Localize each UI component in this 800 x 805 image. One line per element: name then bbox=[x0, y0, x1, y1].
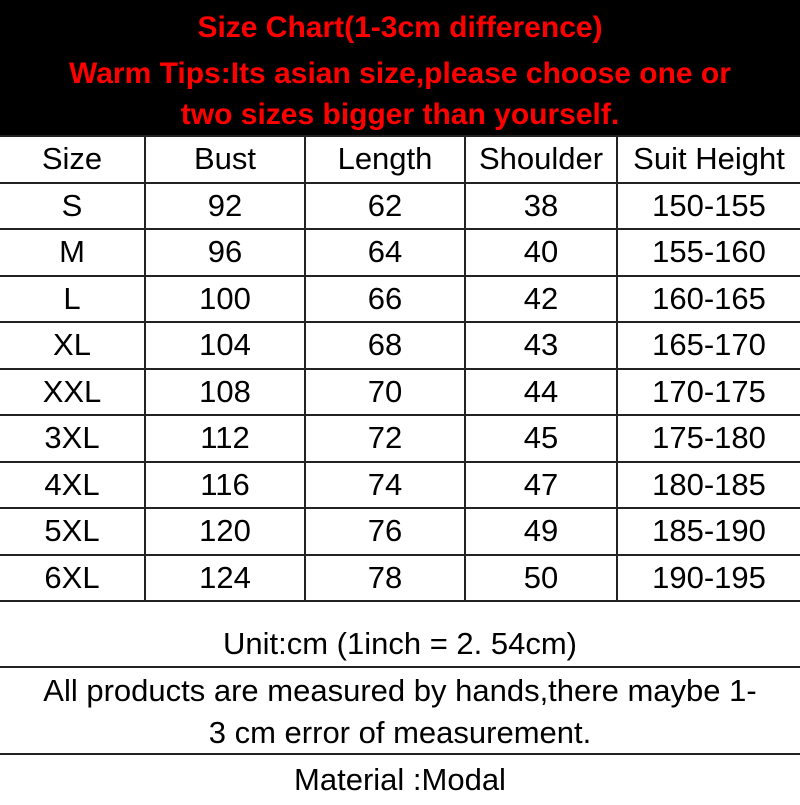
table-cell: L bbox=[0, 274, 146, 323]
table-cell: 170-175 bbox=[616, 367, 800, 416]
size-table: Size Bust Length Shoulder Suit Height S 92 62 3… bbox=[0, 135, 800, 602]
table-row: 5XL 120 76 49 185-190 bbox=[0, 507, 800, 556]
table-header-row: Size Bust Length Shoulder Suit Height bbox=[0, 135, 800, 184]
table-cell: 100 bbox=[144, 274, 306, 323]
table-cell: 96 bbox=[144, 228, 306, 277]
table-cell: 120 bbox=[144, 507, 306, 556]
table-cell: 44 bbox=[464, 367, 618, 416]
table-cell: 74 bbox=[304, 460, 466, 509]
table-cell: 72 bbox=[304, 414, 466, 463]
table-cell: 112 bbox=[144, 414, 306, 463]
table-cell: 45 bbox=[464, 414, 618, 463]
table-row: L 100 66 42 160-165 bbox=[0, 274, 800, 323]
table-row: XXL 108 70 44 170-175 bbox=[0, 367, 800, 416]
table-cell: 165-170 bbox=[616, 321, 800, 370]
table-cell: 70 bbox=[304, 367, 466, 416]
column-header-size: Size bbox=[0, 135, 146, 184]
warm-tips-line-1: Warm Tips:Its asian size,please choose o… bbox=[69, 57, 731, 90]
table-cell: 150-155 bbox=[616, 181, 800, 230]
table-cell: 43 bbox=[464, 321, 618, 370]
table-cell: 124 bbox=[144, 553, 306, 602]
table-cell: 3XL bbox=[0, 414, 146, 463]
table-cell: 108 bbox=[144, 367, 306, 416]
table-cell: 175-180 bbox=[616, 414, 800, 463]
table-cell: 38 bbox=[464, 181, 618, 230]
table-cell: 180-185 bbox=[616, 460, 800, 509]
chart-title: Size Chart(1-3cm difference) bbox=[197, 11, 603, 44]
table-cell: S bbox=[0, 181, 146, 230]
column-header-length: Length bbox=[304, 135, 466, 184]
table-cell: 40 bbox=[464, 228, 618, 277]
table-cell: 4XL bbox=[0, 460, 146, 509]
table-cell: 190-195 bbox=[616, 553, 800, 602]
table-cell: 62 bbox=[304, 181, 466, 230]
table-cell: XL bbox=[0, 321, 146, 370]
table-cell: 92 bbox=[144, 181, 306, 230]
measurement-note-line-1: All products are measured by hands,there… bbox=[43, 673, 757, 708]
table-cell: 64 bbox=[304, 228, 466, 277]
table-cell: 160-165 bbox=[616, 274, 800, 323]
table-row: 6XL 124 78 50 190-195 bbox=[0, 553, 800, 602]
warm-tips-line-2: two sizes bigger than yourself. bbox=[180, 98, 620, 131]
column-header-bust: Bust bbox=[144, 135, 306, 184]
table-cell: 78 bbox=[304, 553, 466, 602]
table-cell: 185-190 bbox=[616, 507, 800, 556]
table-row: 3XL 112 72 45 175-180 bbox=[0, 414, 800, 463]
column-header-shoulder: Shoulder bbox=[464, 135, 618, 184]
table-row: XL 104 68 43 165-170 bbox=[0, 321, 800, 370]
unit-note: Unit:cm (1inch = 2. 54cm) bbox=[0, 620, 800, 668]
table-cell: 50 bbox=[464, 553, 618, 602]
table-cell: 42 bbox=[464, 274, 618, 323]
measurement-note-line-2: 3 cm error of measurement. bbox=[208, 715, 592, 750]
table-cell: 155-160 bbox=[616, 228, 800, 277]
table-cell: 6XL bbox=[0, 553, 146, 602]
column-header-suit-height: Suit Height bbox=[616, 135, 800, 184]
material-note: Material :Modal bbox=[294, 762, 506, 797]
table-cell: 47 bbox=[464, 460, 618, 509]
table-cell: 5XL bbox=[0, 507, 146, 556]
measurement-note: All products are measured by hands,there… bbox=[0, 668, 800, 755]
size-chart-header: Size Chart(1-3cm difference) Warm Tips:I… bbox=[0, 0, 800, 135]
table-cell: 116 bbox=[144, 460, 306, 509]
table-cell: 66 bbox=[304, 274, 466, 323]
table-cell: XXL bbox=[0, 367, 146, 416]
table-cell: 68 bbox=[304, 321, 466, 370]
table-row: M 96 64 40 155-160 bbox=[0, 228, 800, 277]
table-cell: 76 bbox=[304, 507, 466, 556]
table-cell: 49 bbox=[464, 507, 618, 556]
table-cell: M bbox=[0, 228, 146, 277]
table-cell: 104 bbox=[144, 321, 306, 370]
table-row: 4XL 116 74 47 180-185 bbox=[0, 460, 800, 509]
table-row: S 92 62 38 150-155 bbox=[0, 181, 800, 230]
